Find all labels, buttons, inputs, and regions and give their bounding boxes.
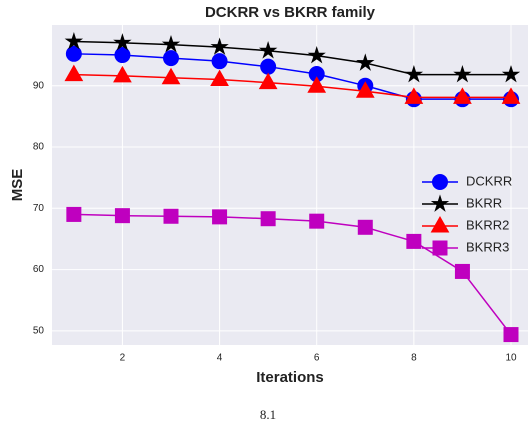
marker bbox=[260, 58, 277, 75]
x-tick-label: 4 bbox=[217, 353, 223, 364]
legend-marker bbox=[430, 194, 450, 212]
marker bbox=[65, 45, 82, 62]
marker bbox=[260, 211, 276, 227]
y-axis-label: MSE bbox=[9, 169, 26, 202]
x-tick-label: 10 bbox=[505, 353, 517, 364]
marker bbox=[357, 219, 373, 235]
y-tick-label: 70 bbox=[33, 203, 45, 214]
marker bbox=[211, 53, 228, 70]
series-line bbox=[73, 73, 511, 99]
marker bbox=[258, 72, 278, 90]
marker bbox=[113, 65, 132, 83]
y-tick-label: 90 bbox=[33, 80, 45, 91]
caption: 8.1 bbox=[260, 407, 276, 422]
marker bbox=[454, 263, 470, 279]
x-tick-label: 6 bbox=[314, 353, 320, 364]
marker bbox=[453, 65, 472, 83]
marker bbox=[64, 64, 84, 82]
marker bbox=[501, 87, 521, 104]
marker bbox=[406, 233, 422, 249]
marker bbox=[212, 209, 228, 225]
y-tick-label: 80 bbox=[33, 142, 45, 153]
marker bbox=[210, 69, 229, 87]
marker bbox=[161, 67, 181, 85]
y-tick-label: 60 bbox=[33, 264, 45, 275]
chart-title: DCKRR vs BKRR family bbox=[205, 4, 376, 21]
marker bbox=[258, 41, 278, 59]
y-tick-label: 50 bbox=[33, 326, 45, 337]
marker bbox=[307, 76, 327, 93]
x-tick-label: 2 bbox=[120, 353, 126, 364]
marker bbox=[307, 46, 326, 64]
marker bbox=[114, 47, 131, 64]
legend-marker bbox=[432, 174, 448, 190]
marker bbox=[356, 53, 375, 71]
x-axis-label: Iterations bbox=[256, 369, 324, 386]
marker bbox=[309, 213, 325, 229]
marker bbox=[404, 87, 424, 104]
x-tick-label: 8 bbox=[411, 353, 417, 364]
marker bbox=[503, 327, 519, 343]
legend-label: DCKRR bbox=[466, 173, 512, 188]
marker bbox=[163, 50, 179, 67]
legend-label: BKRR2 bbox=[466, 217, 509, 232]
marker bbox=[210, 37, 229, 55]
series-line bbox=[73, 53, 511, 100]
marker bbox=[404, 65, 424, 83]
legend-marker bbox=[430, 215, 450, 233]
series-line bbox=[73, 213, 512, 336]
marker bbox=[66, 206, 82, 222]
marker bbox=[113, 33, 132, 51]
marker bbox=[453, 87, 472, 104]
series-line bbox=[73, 40, 511, 76]
plot-area bbox=[52, 25, 528, 345]
legend-label: BKRR bbox=[466, 195, 502, 210]
marker bbox=[114, 208, 130, 224]
marker bbox=[163, 208, 179, 224]
marker bbox=[501, 65, 521, 83]
legend-label: BKRR3 bbox=[466, 239, 509, 254]
marker bbox=[355, 81, 375, 98]
legend-marker bbox=[432, 240, 448, 256]
marker bbox=[161, 34, 181, 53]
marker bbox=[64, 31, 84, 50]
